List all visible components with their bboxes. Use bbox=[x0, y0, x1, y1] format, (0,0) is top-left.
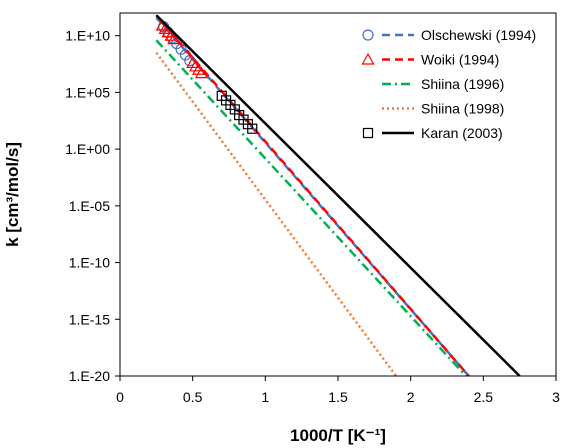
legend-label: Karan (2003) bbox=[421, 125, 503, 141]
x-tick-label: 0.5 bbox=[183, 389, 203, 405]
series-2 bbox=[155, 39, 467, 376]
x-tick-label: 3 bbox=[552, 389, 560, 405]
data-point bbox=[161, 25, 175, 38]
legend-entry: Shiina (1998) bbox=[382, 101, 504, 117]
plot-marks bbox=[155, 14, 521, 376]
legend: Olschewski (1994) Woiki (1994) Shiina (199… bbox=[361, 27, 536, 141]
x-tick-label: 1.5 bbox=[328, 389, 348, 405]
series-3 bbox=[155, 51, 398, 376]
y-tick-label: 1.E-15 bbox=[69, 311, 110, 327]
data-point bbox=[191, 62, 205, 75]
legend-marker bbox=[362, 29, 374, 41]
x-tick-label: 1 bbox=[261, 389, 269, 405]
series-line bbox=[155, 51, 398, 376]
legend-label: Shiina (1996) bbox=[421, 76, 504, 92]
data-point bbox=[189, 59, 203, 72]
y-tick-label: 1.E+10 bbox=[65, 28, 110, 44]
y-tick-label: 1.E+00 bbox=[65, 141, 110, 157]
legend-marker bbox=[361, 52, 375, 65]
series-line bbox=[155, 14, 521, 376]
x-axis-title: 1000/T [K⁻¹] bbox=[290, 426, 386, 445]
series-line bbox=[159, 20, 470, 376]
legend-entry: Karan (2003) bbox=[362, 125, 503, 141]
data-point bbox=[247, 123, 258, 134]
y-tick-label: 1.E-20 bbox=[69, 368, 110, 384]
series-1 bbox=[155, 18, 470, 376]
series-4 bbox=[155, 14, 521, 376]
y-tick-label: 1.E+05 bbox=[65, 84, 110, 100]
x-tick-label: 0 bbox=[116, 389, 124, 405]
y-axis-title: k [cm³/mol/s] bbox=[3, 142, 22, 247]
y-tick-label: 1.E-05 bbox=[69, 198, 110, 214]
legend-entry: Shiina (1996) bbox=[382, 76, 504, 92]
legend-marker bbox=[362, 127, 374, 139]
data-point bbox=[167, 32, 181, 45]
series-line bbox=[155, 39, 467, 376]
legend-entry: Woiki (1994) bbox=[361, 52, 499, 68]
x-tick-label: 2.5 bbox=[474, 389, 494, 405]
data-point bbox=[164, 28, 178, 41]
axis-ticks: 0 0.5 1 1.5 2 2.5 3 1.E-20 1.E-15 1.E-10 1.E-05 1.E… bbox=[65, 28, 560, 405]
legend-label: Woiki (1994) bbox=[421, 52, 499, 68]
y-tick-label: 1.E-10 bbox=[69, 255, 110, 271]
data-point bbox=[194, 66, 208, 79]
legend-entry: Olschewski (1994) bbox=[362, 27, 536, 43]
legend-label: Olschewski (1994) bbox=[421, 27, 536, 43]
x-tick-label: 2 bbox=[407, 389, 415, 405]
legend-label: Shiina (1998) bbox=[421, 101, 504, 117]
data-point bbox=[186, 56, 200, 69]
